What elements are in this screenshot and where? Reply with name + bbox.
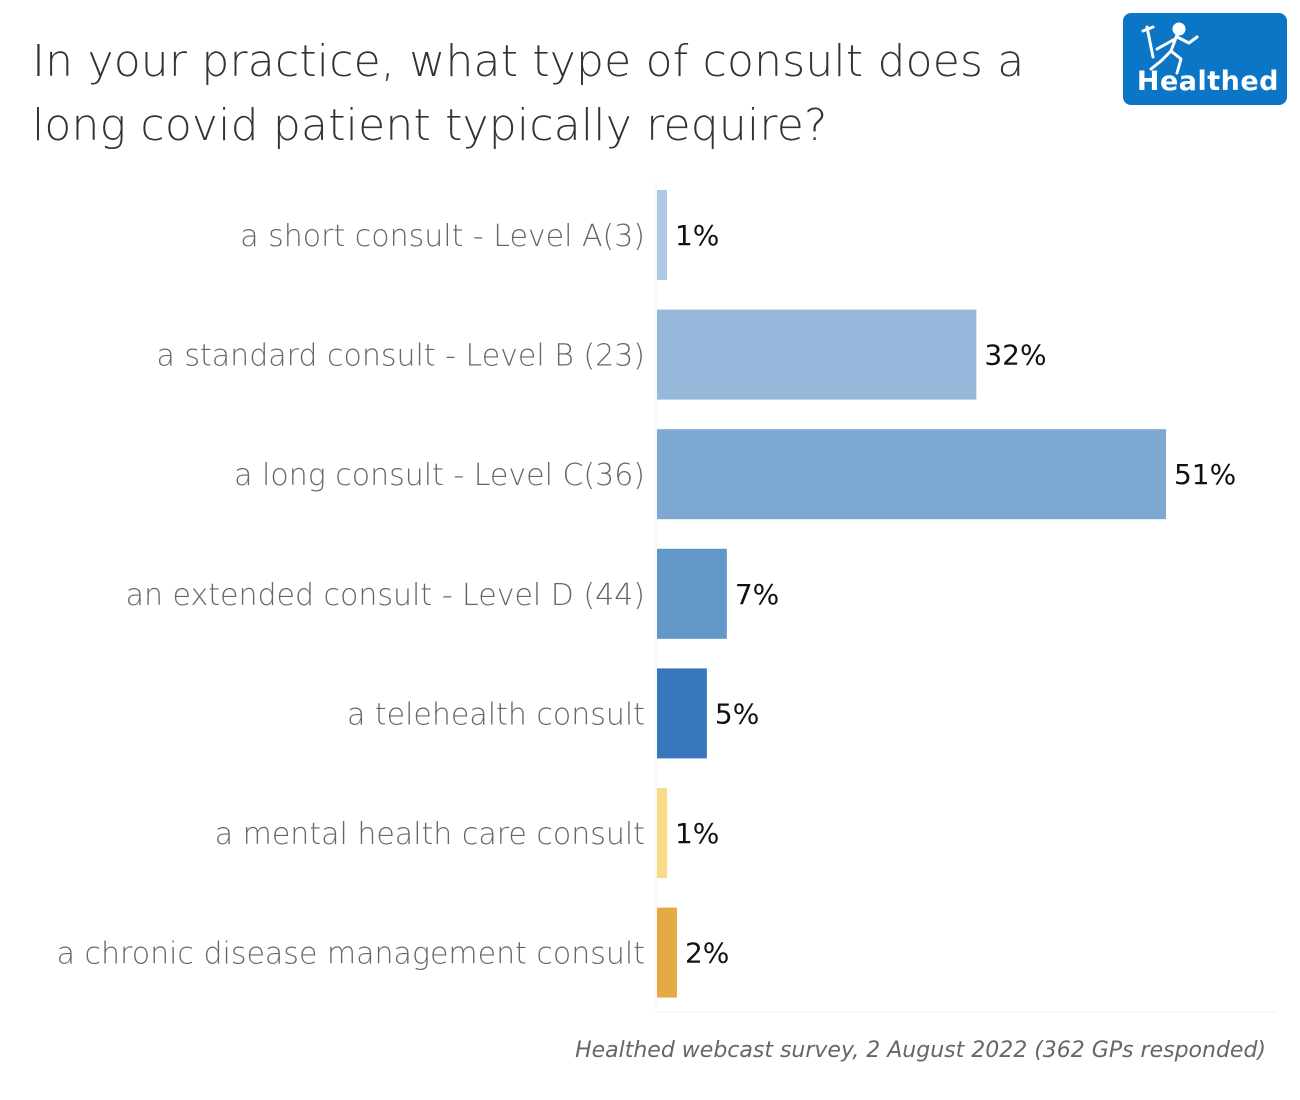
bar: [657, 788, 667, 878]
category-label: a mental health care consult: [215, 817, 645, 852]
value-label: 1%: [675, 817, 719, 850]
category-label: an extended consult - Level D (44): [126, 578, 645, 613]
category-label: a long consult - Level C(36): [234, 458, 645, 493]
category-label: a chronic disease management consult: [57, 937, 645, 972]
value-label: 51%: [1174, 458, 1236, 491]
bar: [657, 548, 727, 639]
value-label: 5%: [715, 697, 759, 730]
category-label: a short consult - Level A(3): [240, 219, 645, 254]
bar: [657, 309, 977, 400]
runner-figure-icon: [1141, 22, 1199, 75]
healthed-logo: Healthed: [1123, 13, 1287, 105]
value-label: 32%: [984, 339, 1046, 372]
chart-title: In your practice, what type of consult d…: [32, 36, 1025, 151]
value-label: 1%: [675, 219, 719, 252]
category-label: a standard consult - Level B (23): [156, 339, 645, 374]
bar: [657, 668, 707, 759]
source-footnote: Healthed webcast survey, 2 August 2022 (…: [575, 1038, 1266, 1063]
bar: [657, 907, 677, 998]
bar: [657, 429, 1166, 520]
value-label: 7%: [735, 578, 779, 611]
value-label: 2%: [685, 937, 729, 970]
logo-text: Healthed: [1136, 66, 1279, 97]
category-label: a telehealth consult: [347, 697, 645, 732]
bar: [657, 190, 667, 280]
